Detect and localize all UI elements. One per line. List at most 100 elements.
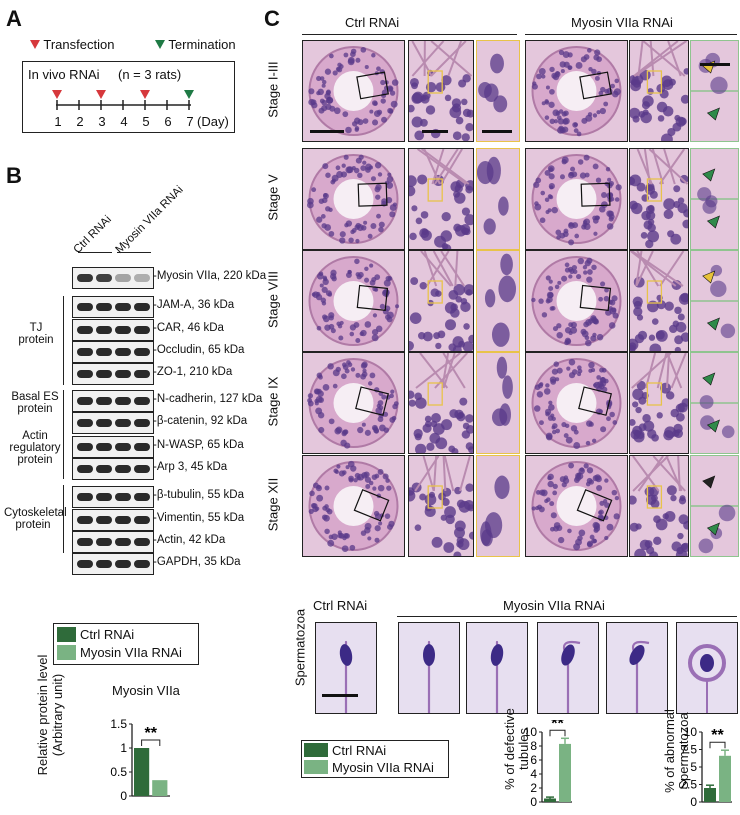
blot-strip [72, 509, 154, 531]
zoom-roi [427, 70, 443, 94]
spermatozoon-image [466, 622, 528, 714]
histology-image [302, 40, 405, 142]
histology-image [302, 455, 405, 557]
histology-drawing [308, 46, 399, 136]
histology-image [476, 250, 520, 352]
y-tick-label: 1 [120, 741, 127, 755]
scale-bar [322, 694, 358, 697]
y-tick-label: 1.5 [110, 717, 127, 731]
significance-bracket [549, 729, 566, 737]
timeline-svg [52, 90, 194, 110]
histology-image [408, 148, 474, 250]
blot-band [115, 538, 131, 546]
histology-drawing [691, 372, 738, 439]
zoom-roi [646, 178, 663, 202]
blot-label: -β-catenin, 92 kDa [153, 415, 248, 427]
spermatozoon-drawing [339, 640, 353, 713]
bracket-basal-es [63, 390, 64, 434]
legend-swatch-myo [57, 645, 76, 660]
histology-drawing [409, 41, 473, 141]
spermatozoon-image [676, 622, 738, 714]
blot-label: -CAR, 46 kDa [153, 322, 224, 334]
scale-bar [482, 130, 512, 133]
blot-label: -GAPDH, 35 kDa [153, 556, 241, 568]
termination-marker-7 [184, 90, 194, 99]
roi-box [353, 489, 390, 522]
chart-b-title: Myosin VIIa [112, 683, 180, 698]
blot-band [134, 538, 150, 546]
transfection-marker-3 [96, 90, 106, 99]
lane-line-myosin [117, 252, 151, 253]
legend-c-swatch-ctrl [304, 743, 328, 757]
blot-band [115, 326, 131, 334]
blot-label: -ZO-1, 210 kDa [153, 366, 233, 378]
bar-myo [152, 780, 168, 796]
green-triangle-icon [155, 40, 165, 49]
blot-label: -Vimentin, 55 kDa [153, 512, 245, 524]
histology-image [476, 148, 520, 250]
blot-band [96, 274, 112, 282]
spermatozoon-image [398, 622, 460, 714]
histology-image [629, 40, 689, 142]
histology-drawing [480, 475, 510, 547]
day-5: 5 [142, 114, 150, 129]
zoom-roi [427, 280, 443, 304]
legend-swatch-ctrl [57, 627, 76, 642]
histology-image [302, 250, 405, 352]
day-1: 1 [54, 114, 62, 129]
y-tick-label: 0 [530, 795, 537, 809]
stage-label: Stage VIII [265, 270, 281, 329]
blot-band [96, 370, 112, 378]
blot-label: -Arp 3, 45 kDa [153, 461, 228, 473]
blot-band [96, 493, 112, 501]
spermatozoon-drawing [423, 640, 435, 713]
blot-band [77, 274, 93, 282]
blot-strip [72, 341, 154, 363]
blot-band [134, 419, 150, 427]
blot-strip [72, 458, 154, 480]
histology-drawing [630, 456, 688, 556]
histology-drawing [630, 149, 688, 249]
blot-band [77, 326, 93, 334]
y-tick-label: 2.5 [680, 778, 697, 792]
y-tick-label: 0.5 [110, 765, 127, 779]
y-tick-label: 4 [530, 767, 537, 781]
blot-strip [72, 296, 154, 318]
histology-image [408, 40, 474, 142]
spermatozoon-image [315, 622, 377, 714]
roi-box [576, 489, 613, 522]
arrowhead-icon [702, 168, 716, 182]
schedule-n: (n = 3 rats) [118, 67, 182, 82]
zoom-roi [646, 382, 663, 406]
col-header-myo: Myosin VIIa RNAi [571, 15, 673, 30]
bracket-tj [63, 296, 64, 385]
histology-drawing [531, 256, 622, 347]
spermatozoon-drawing [561, 640, 581, 713]
blot-strip [72, 267, 154, 289]
arrowhead-icon [706, 419, 720, 433]
spermatozoon-drawing [629, 640, 650, 713]
blot-band [115, 397, 131, 405]
blot-band [96, 348, 112, 356]
blot-band [77, 443, 93, 451]
histology-drawing [531, 46, 622, 137]
sperm-row-label: Spermatozoa [292, 608, 308, 687]
blot-band [134, 274, 150, 282]
histology-drawing [531, 154, 622, 246]
blot-band [96, 516, 112, 524]
blot-strip [72, 363, 154, 385]
blot-band [115, 274, 131, 282]
histology-image [629, 250, 689, 352]
histology-drawing [630, 41, 688, 141]
histology-drawing [630, 251, 688, 351]
col-line-myo [525, 34, 737, 35]
legend-termination: Termination [155, 37, 236, 52]
blot-band [77, 560, 93, 568]
zoom-roi [427, 178, 443, 202]
zoom-roi [427, 382, 443, 406]
blot-strip [72, 319, 154, 341]
blot-band [77, 465, 93, 473]
significance-label: ** [144, 725, 157, 742]
histology-image [476, 40, 520, 142]
panel-b-letter: B [6, 163, 22, 188]
